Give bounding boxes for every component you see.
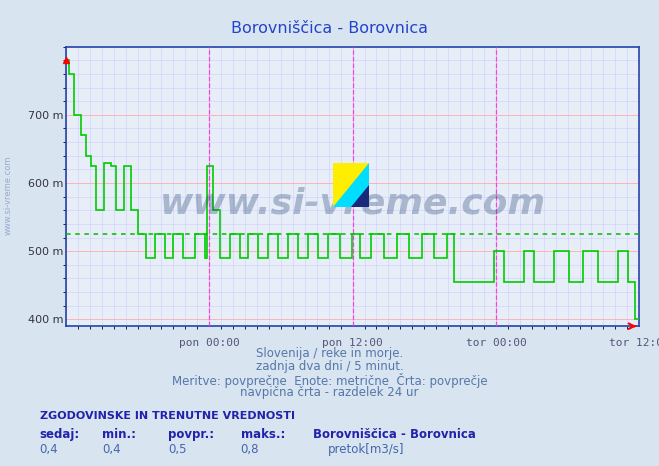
Text: www.si-vreme.com: www.si-vreme.com xyxy=(4,156,13,235)
Text: ZGODOVINSKE IN TRENUTNE VREDNOSTI: ZGODOVINSKE IN TRENUTNE VREDNOSTI xyxy=(40,411,295,421)
Text: pon 12:00: pon 12:00 xyxy=(322,338,383,348)
Text: maks.:: maks.: xyxy=(241,428,285,441)
Polygon shape xyxy=(333,163,369,207)
Text: pretok[m3/s]: pretok[m3/s] xyxy=(328,443,405,456)
Text: 0,4: 0,4 xyxy=(40,443,58,456)
Text: Borovniščica - Borovnica: Borovniščica - Borovnica xyxy=(313,428,476,441)
Text: navpična črta - razdelek 24 ur: navpična črta - razdelek 24 ur xyxy=(241,386,418,399)
Text: Borovniščica - Borovnica: Borovniščica - Borovnica xyxy=(231,21,428,36)
Text: 0,8: 0,8 xyxy=(241,443,259,456)
Text: Slovenija / reke in morje.: Slovenija / reke in morje. xyxy=(256,347,403,360)
Text: www.si-vreme.com: www.si-vreme.com xyxy=(159,186,546,220)
Text: tor 00:00: tor 00:00 xyxy=(465,338,527,348)
Text: 0,5: 0,5 xyxy=(168,443,186,456)
Text: pon 00:00: pon 00:00 xyxy=(179,338,240,348)
Polygon shape xyxy=(333,163,369,207)
Text: zadnja dva dni / 5 minut.: zadnja dva dni / 5 minut. xyxy=(256,360,403,373)
Polygon shape xyxy=(351,185,369,207)
Text: sedaj:: sedaj: xyxy=(40,428,80,441)
Text: tor 12:00: tor 12:00 xyxy=(609,338,659,348)
Text: povpr.:: povpr.: xyxy=(168,428,214,441)
Text: 0,4: 0,4 xyxy=(102,443,121,456)
Text: min.:: min.: xyxy=(102,428,136,441)
Text: Meritve: povprečne  Enote: metrične  Črta: povprečje: Meritve: povprečne Enote: metrične Črta:… xyxy=(172,373,487,388)
